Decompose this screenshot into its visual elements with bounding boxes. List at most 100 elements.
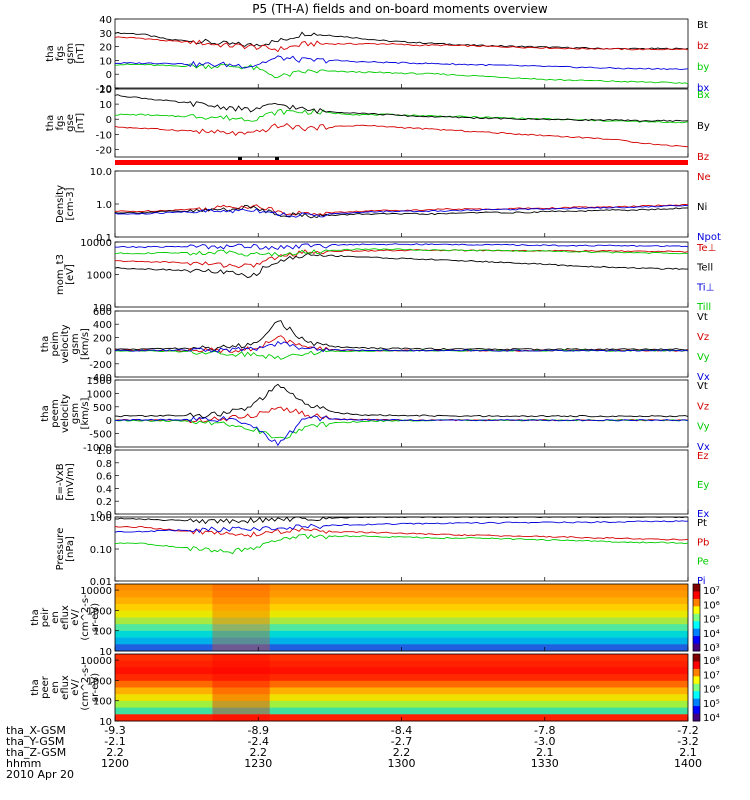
y-tick-label: 0.1 [96,233,112,244]
legend-Te⊥: Te⊥ [696,243,716,254]
series-Pi [114,520,688,534]
y-tick-label: 100 [93,697,112,708]
colorbar-segment [693,661,700,670]
y-axis-label-line: gse [65,114,76,132]
colorbar-segment [693,598,700,607]
colorbar-segment [693,621,700,630]
y-tick-label: 600 [93,307,112,318]
heatmap-band [115,700,688,709]
y-axis-label: mom_t3 [eV] [55,254,76,295]
y-tick-label: 0 [106,115,112,126]
heatmap-band [115,660,688,668]
legend-bx: bx [697,83,709,94]
y-tick-label: -200 [89,360,112,371]
y-axis-label: Pressure [nPa] [55,528,76,571]
heatmap-band [115,624,688,632]
colorbar-tick-label: 10⁴ [703,713,720,724]
y-tick-label: 1000 [87,676,112,687]
legend-Bx: Bx [697,90,710,101]
y-axis-label-line: [km/s] [80,328,91,360]
x-column-value: 2.2 [106,746,124,759]
heatmap-band [115,654,688,662]
panel-frame [114,88,689,158]
y-axis-label-line: tha [45,45,56,61]
legend-Vx: Vx [697,372,710,383]
series-Pe [114,533,689,555]
y-axis-label-line: velocity [60,324,71,363]
y-tick-label: 0.6 [96,472,112,483]
heatmap-disturbance [212,584,270,651]
legend-Bt: Bt [697,20,708,31]
y-tick-label: 500 [93,403,112,414]
heatmap-band [115,597,688,605]
y-axis-label-line: peer [40,675,51,699]
y-tick-label: -1000 [83,443,112,454]
panel-pressure: 1.00 0.10 0.01 Pressure [nPa] Pt Pb Pe Pi [55,513,709,588]
series-bz [114,36,689,53]
legend-Pe: Pe [697,557,709,568]
x-column-value: 2.1 [536,746,554,759]
x-column-value: -3.2 [677,735,698,748]
y-axis-label-line: peim [50,331,61,356]
heatmap-band [115,610,688,618]
panel-peem_velocity: 1500 1000 500 0 -500 -1000 tha peem velocity gsm[… [40,376,710,454]
y-axis-label-line: peir [40,607,51,627]
colorbar-segment [693,713,700,722]
y-tick-label: 200 [93,333,112,344]
y-tick-label: 1000 [87,606,112,617]
colorbar-tick-label: 10⁸ [703,656,720,667]
panel-density: 10.0 1.0 0.1 Density [cm-3] Ne Ni Npot [55,167,721,244]
colorbar-segment [693,691,700,700]
y-tick-label: 10 [99,647,112,658]
y-axis-label: tha peem velocity gsm [km/s] [40,394,91,433]
series-Vt [114,383,689,418]
y-tick-label: -10 [96,84,112,95]
heatmap-band [115,674,688,682]
legend-Pt: Pt [697,518,707,529]
legend-Vz: Vz [697,332,709,343]
panel-mom_temp: 10000 1000 100 mom_t3 [eV] Te⊥ Tell Ti⊥ Till [55,238,716,314]
colorbar-segment [693,628,700,637]
series-Npot [114,204,689,218]
y-axis-label-line: [nT] [75,113,86,133]
series-Bt [114,31,689,50]
panel-frame [114,18,689,89]
series-Te⊥ [115,249,689,269]
x-column-value: 1300 [388,757,416,770]
colorbar [692,583,701,652]
colorbar-segment [693,591,700,600]
y-axis-label-line: velocity [60,394,71,433]
y-axis-label-line: [eV] [65,264,76,285]
x-column-value: 2.1 [679,746,697,759]
colorbar-segment [693,643,700,652]
y-tick-label: 10 [99,717,112,728]
y-tick-label: 1000 [87,271,112,282]
panel-frame [114,170,689,238]
series-By [114,94,689,122]
y-axis-label-line: gsm [70,333,81,354]
y-axis-label: tha fgs gsm [nT] [45,43,86,64]
heatmap-band [115,604,688,612]
series-Pb [114,525,689,541]
series-Vx [115,415,689,447]
heatmap-band [115,694,688,702]
y-axis-label-line: fgs [55,46,66,61]
legend-bz: bz [697,41,709,52]
legend-By: By [697,121,710,132]
y-tick-label: 20 [99,85,112,96]
colorbar-tick-label: 10⁵ [703,615,720,626]
y-axis-label-line: mom_t3 [55,254,66,295]
y-tick-label: 1.0 [96,446,112,457]
heatmap-band [115,707,688,715]
colorbar-tick-label: 10⁵ [703,699,720,710]
y-axis-label: Density [cm-3] [55,185,76,223]
colorbar-tick-label: 10⁶ [703,685,720,696]
legend-Ey: Ey [697,480,709,491]
colorbar-segment [693,654,700,662]
legend-Ne: Ne [697,172,711,183]
colorbar-segment [693,606,700,615]
panel-fgs_gsm: 40 30 20 10 0 -10 tha fgs gsm [nT] Bt bz by bx [45,15,709,95]
colorbar [692,653,701,722]
x-column-value: 1400 [674,757,702,770]
